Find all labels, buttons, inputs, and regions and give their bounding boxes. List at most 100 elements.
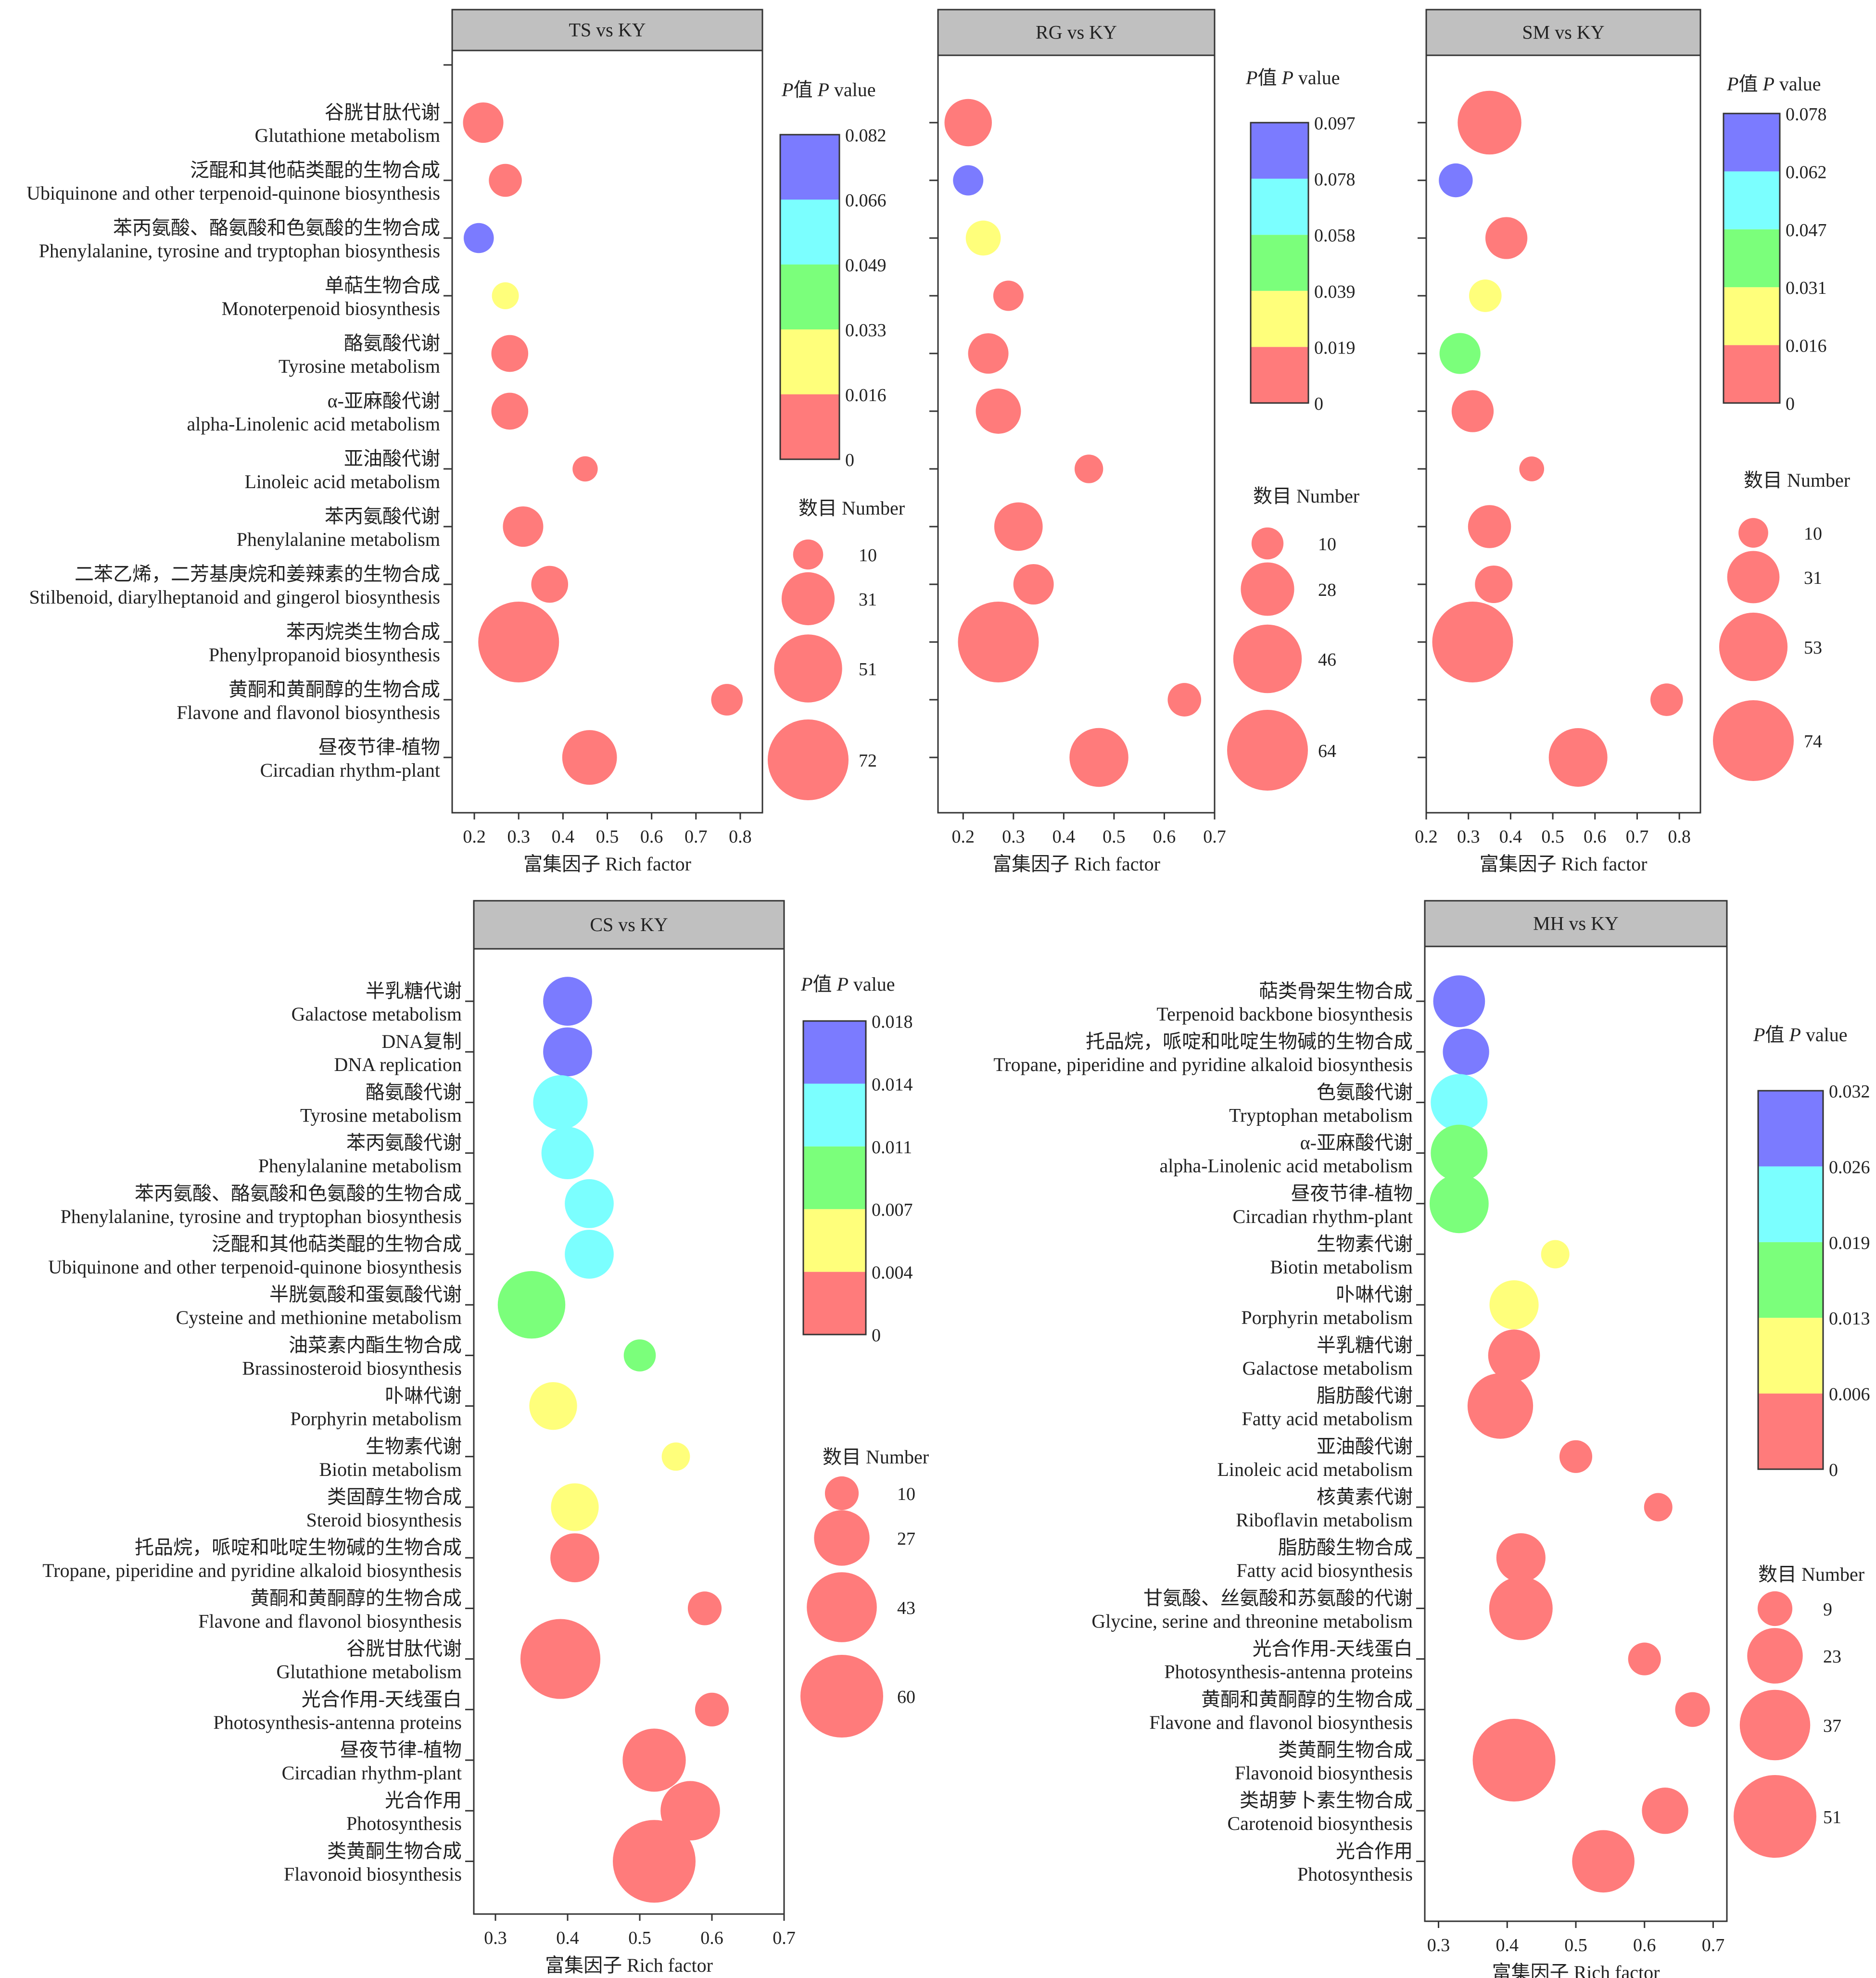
bubble-point bbox=[492, 282, 519, 309]
size-legend-label: 31 bbox=[859, 590, 877, 610]
size-legend-label: 74 bbox=[1804, 731, 1822, 752]
category-label-cn: 单萜生物合成 bbox=[325, 275, 440, 296]
x-tick-label: 0.3 bbox=[507, 827, 530, 847]
bubble-point bbox=[623, 1339, 656, 1372]
x-tick-label: 0.3 bbox=[484, 1928, 507, 1948]
size-legend-label: 51 bbox=[1823, 1807, 1841, 1827]
category-label-en: Porphyrin metabolism bbox=[290, 1408, 462, 1430]
pvalue-color-band bbox=[1724, 287, 1780, 345]
bubble-point bbox=[489, 164, 522, 197]
category-label-cn: 甘氨酸、丝氨酸和苏氨酸的代谢 bbox=[1143, 1587, 1413, 1609]
pvalue-tick-label: 0.066 bbox=[845, 190, 887, 211]
category-label-cn: 类黄酮生物合成 bbox=[1278, 1739, 1413, 1761]
bubble-point bbox=[622, 1728, 686, 1792]
pvalue-tick-label: 0.078 bbox=[1786, 104, 1827, 125]
bubble-point bbox=[1468, 505, 1511, 548]
size-legend-bubble bbox=[1747, 1628, 1803, 1684]
category-label-cn: 酪氨酸代谢 bbox=[344, 332, 440, 354]
pvalue-tick-label: 0.013 bbox=[1829, 1309, 1870, 1329]
bubble-point bbox=[491, 335, 529, 372]
panel-rg-vs-ky: RG vs KY 0.2 0.3 0.4 0.5 0.6 0.7 富集因子 Rich fact… bbox=[929, 9, 1359, 875]
x-tick-label: 0.7 bbox=[1702, 1935, 1725, 1955]
category-label-cn: 类胡萝卜素生物合成 bbox=[1240, 1789, 1413, 1811]
bubble-point bbox=[994, 502, 1043, 551]
pvalue-colorbar-frame bbox=[1250, 122, 1309, 404]
category-label-cn: 光合作用-天线蛋白 bbox=[302, 1688, 462, 1710]
pvalue-colorbar-frame bbox=[1757, 1090, 1824, 1470]
category-label-en: Glutathione metabolism bbox=[255, 125, 441, 146]
category-label-cn: 苯丙氨酸代谢 bbox=[325, 505, 440, 527]
pvalue-color-band bbox=[803, 1209, 866, 1272]
size-legend-label: 9 bbox=[1823, 1600, 1832, 1620]
category-label-en: Galactose metabolism bbox=[292, 1003, 462, 1025]
size-legend-bubble bbox=[1233, 624, 1302, 693]
bubble-point bbox=[1496, 1533, 1546, 1583]
x-tick-label: 0.3 bbox=[1002, 827, 1025, 847]
pvalue-tick-label: 0.097 bbox=[1314, 113, 1356, 134]
category-label-cn: 色氨酸代谢 bbox=[1317, 1081, 1413, 1103]
category-label-cn: 黄酮和黄酮醇的生物合成 bbox=[250, 1587, 462, 1609]
category-label-en: alpha-Linolenic acid metabolism bbox=[187, 413, 440, 435]
category-label-en: Flavone and flavonol biosynthesis bbox=[198, 1610, 462, 1632]
category-label-cn: 黄酮和黄酮醇的生物合成 bbox=[228, 679, 440, 700]
pvalue-tick-label: 0.006 bbox=[1829, 1385, 1870, 1405]
bubble-point bbox=[1451, 390, 1494, 432]
category-label-en: Circadian rhythm-plant bbox=[282, 1762, 462, 1784]
category-label-en: Phenylpropanoid biosynthesis bbox=[209, 644, 440, 666]
x-tick-label: 0.7 bbox=[1203, 827, 1226, 847]
category-label-en: Tryptophan metabolism bbox=[1229, 1104, 1413, 1126]
category-label-en: Tropane, piperidine and pyridine alkaloi… bbox=[42, 1560, 462, 1581]
size-legend-label: 31 bbox=[1804, 568, 1822, 588]
pvalue-tick-label: 0.016 bbox=[845, 385, 887, 405]
category-label-cn: 半乳糖代谢 bbox=[1317, 1334, 1413, 1356]
x-tick-label: 0.5 bbox=[628, 1928, 651, 1948]
category-label-en: Glutathione metabolism bbox=[277, 1661, 462, 1683]
pvalue-tick-label: 0.016 bbox=[1786, 336, 1827, 356]
x-tick-label: 0.4 bbox=[1496, 1935, 1519, 1955]
bubble-point bbox=[1488, 1329, 1540, 1382]
pvalue-tick-label: 0.014 bbox=[872, 1074, 913, 1095]
pvalue-tick-label: 0.019 bbox=[1829, 1233, 1870, 1253]
pvalue-colorbar-frame bbox=[1723, 113, 1781, 404]
bubble-point bbox=[1167, 683, 1202, 717]
bubble-point bbox=[565, 1230, 614, 1279]
category-label-en: Tyrosine metabolism bbox=[300, 1104, 462, 1126]
pvalue-tick-label: 0.049 bbox=[845, 255, 887, 276]
bubble-point bbox=[1472, 1719, 1556, 1802]
size-legend-bubble bbox=[768, 719, 849, 800]
x-tick-label: 0.6 bbox=[1153, 827, 1176, 847]
pvalue-tick-label: 0 bbox=[1829, 1460, 1838, 1480]
x-tick-label: 0.8 bbox=[729, 827, 752, 847]
category-label-cn: 脂肪酸代谢 bbox=[1317, 1385, 1413, 1407]
category-label-en: Flavonoid biosynthesis bbox=[1235, 1762, 1413, 1784]
category-label-cn: 托品烷，哌啶和吡啶生物碱的生物合成 bbox=[1086, 1031, 1413, 1052]
category-label-cn: 类黄酮生物合成 bbox=[327, 1840, 462, 1862]
bubble-point bbox=[1069, 728, 1128, 787]
bubble-point bbox=[1433, 975, 1485, 1027]
bubble-point bbox=[1519, 456, 1545, 481]
pvalue-tick-label: 0 bbox=[845, 450, 854, 470]
pvalue-color-band bbox=[1758, 1318, 1823, 1394]
category-label-cn: 类固醇生物合成 bbox=[327, 1486, 462, 1508]
size-legend-label: 51 bbox=[859, 659, 877, 680]
plot-frame bbox=[1425, 54, 1701, 814]
size-legend-label: 10 bbox=[1318, 534, 1336, 554]
bubble-point bbox=[543, 1027, 592, 1077]
size-legend-bubble bbox=[807, 1572, 877, 1642]
panel-header bbox=[937, 9, 1216, 56]
category-label-cn: 卟啉代谢 bbox=[1336, 1284, 1413, 1305]
panel-cs-vs-ky: CS vs KY 0.3 0.4 0.5 0.6 0.7 富集因子 Rich factor 半… bbox=[42, 900, 929, 1976]
pvalue-legend-title: P值 P value bbox=[1245, 67, 1340, 88]
x-tick-label: 0.7 bbox=[1626, 827, 1649, 847]
category-label-cn: 谷胱甘肽代谢 bbox=[325, 101, 440, 123]
pvalue-color-band bbox=[1758, 1091, 1823, 1167]
x-tick-label: 0.8 bbox=[1668, 827, 1691, 847]
bubble-point bbox=[1489, 1280, 1539, 1330]
bubble-point bbox=[1485, 217, 1528, 259]
x-tick-label: 0.4 bbox=[556, 1928, 579, 1948]
bubble-point bbox=[711, 684, 743, 716]
category-label-en: Fatty acid metabolism bbox=[1242, 1408, 1413, 1430]
category-label-en: Biotin metabolism bbox=[319, 1459, 462, 1480]
size-legend-label: 10 bbox=[1804, 524, 1822, 544]
